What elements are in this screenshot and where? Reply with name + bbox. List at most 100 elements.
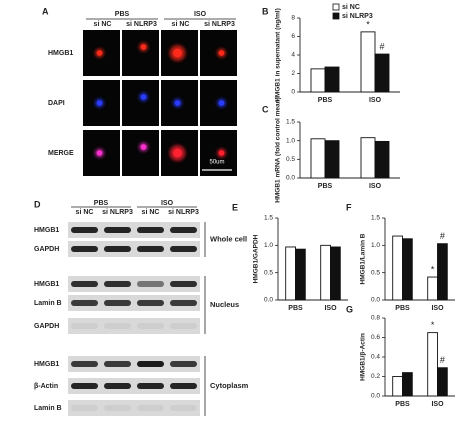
blot-strip <box>68 356 200 372</box>
y-tick-label: 0.0 <box>371 297 380 304</box>
row-label: Lamin B <box>34 405 62 412</box>
blot-band <box>137 361 164 367</box>
micrograph <box>122 80 159 126</box>
blot-strip <box>68 295 200 311</box>
column-label: si NC <box>142 209 160 216</box>
significance-mark: # <box>440 355 445 365</box>
legend-label: si NLRP3 <box>342 13 373 20</box>
panel-label: F <box>346 202 352 212</box>
blot-band <box>104 300 131 306</box>
legend-swatch <box>332 3 340 11</box>
blot-band <box>170 246 197 252</box>
y-tick-label: 4 <box>291 52 295 59</box>
blot-strip <box>68 276 200 292</box>
panel-label: D <box>34 199 41 209</box>
y-tick-label: 0.4 <box>371 354 380 361</box>
x-tick-label: ISO <box>369 97 382 104</box>
blot-band <box>170 383 197 389</box>
cell <box>96 50 103 56</box>
x-tick-label: PBS <box>395 401 410 408</box>
cell <box>140 144 147 150</box>
blot-band <box>71 300 98 306</box>
row-label: GAPDH <box>34 323 59 330</box>
blot-band <box>104 227 131 233</box>
blot-band <box>104 323 131 329</box>
bar <box>310 138 326 179</box>
group-label: ISO <box>161 200 174 207</box>
y-tick-label: 0.6 <box>371 334 380 341</box>
x-tick-label: ISO <box>431 305 444 312</box>
cell <box>218 100 225 106</box>
x-tick-label: PBS <box>395 305 410 312</box>
cell <box>218 50 225 56</box>
blot-band <box>104 405 131 411</box>
bar <box>310 68 326 93</box>
cell <box>96 100 103 106</box>
significance-mark: * <box>366 19 370 29</box>
bar <box>360 31 376 93</box>
panel-label: A <box>42 6 49 16</box>
y-tick-label: 0.5 <box>264 269 273 276</box>
legend-swatch <box>332 12 340 20</box>
column-label: si NLRP3 <box>168 209 199 216</box>
blot-strip <box>68 378 200 394</box>
blot-band <box>137 281 164 287</box>
fraction-label: Nucleus <box>210 300 239 309</box>
y-tick-label: 0 <box>291 89 295 96</box>
y-tick-label: 0.0 <box>371 393 380 400</box>
blot-band <box>170 405 197 411</box>
blot-strip <box>68 400 200 416</box>
y-tick-label: 0.0 <box>286 175 295 182</box>
bar <box>374 140 390 179</box>
blot-band <box>104 281 131 287</box>
x-tick-label: ISO <box>431 401 444 408</box>
blot-band <box>170 361 197 367</box>
x-tick-label: ISO <box>369 183 382 190</box>
row-label: DAPI <box>48 100 65 107</box>
y-axis-label: HMGB1/GAPDH <box>253 234 260 283</box>
group-label: PBS <box>115 11 130 18</box>
blot-band <box>170 227 197 233</box>
significance-mark: * <box>431 320 435 330</box>
blot-band <box>71 405 98 411</box>
cell <box>140 44 147 50</box>
row-label: HMGB1 <box>34 227 59 234</box>
panel-label: B <box>262 6 269 16</box>
blot-band <box>104 361 131 367</box>
column-label: si NLRP3 <box>204 21 235 28</box>
blot-band <box>137 300 164 306</box>
blot-strip <box>68 241 200 257</box>
cell <box>174 100 181 106</box>
blot-band <box>137 405 164 411</box>
bar <box>392 376 403 397</box>
bar <box>324 140 340 179</box>
y-tick-label: 1.0 <box>371 242 380 249</box>
significance-mark: # <box>440 231 445 241</box>
y-tick-label: 0.5 <box>286 156 295 163</box>
panel-label: G <box>346 304 353 314</box>
group-label: PBS <box>94 200 109 207</box>
column-label: si NC <box>172 21 190 28</box>
row-label: HMGB1 <box>34 281 59 288</box>
x-tick-label: PBS <box>288 305 303 312</box>
significance-mark: * <box>431 264 435 274</box>
bar <box>324 66 340 93</box>
x-tick-label: ISO <box>324 305 337 312</box>
fraction-label: Whole cell <box>210 234 247 243</box>
blot-band <box>71 227 98 233</box>
bar <box>437 367 448 397</box>
y-axis-label: HMGB1/Lamin B <box>360 233 367 284</box>
y-tick-label: 0.8 <box>371 315 380 322</box>
y-tick-label: 0.5 <box>371 269 380 276</box>
x-tick-label: PBS <box>318 183 333 190</box>
bar <box>330 246 341 301</box>
cell <box>173 48 182 58</box>
column-label: si NC <box>76 209 94 216</box>
y-tick-label: 6 <box>291 33 295 40</box>
y-tick-label: 8 <box>291 15 295 22</box>
micrograph <box>122 130 159 176</box>
panel-label: C <box>262 104 269 114</box>
bar <box>427 276 438 301</box>
bar <box>437 243 448 301</box>
